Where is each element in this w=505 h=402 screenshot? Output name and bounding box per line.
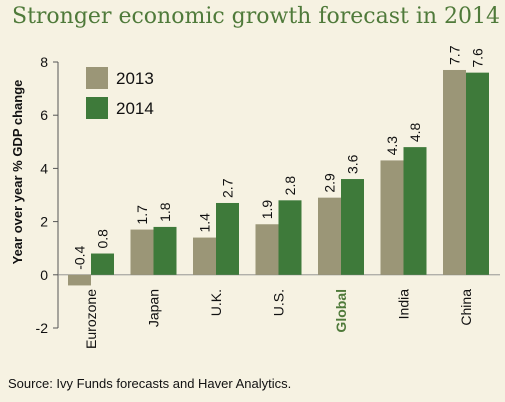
- legend-label-2013: 2013: [116, 69, 154, 88]
- legend: 2013 2014: [86, 67, 154, 119]
- data-label: 2.7: [220, 178, 236, 198]
- y-tick-label: -2: [36, 320, 49, 336]
- y-tick-label: 4: [40, 160, 48, 176]
- y-axis: -2 0 2 4 6 8: [36, 54, 500, 336]
- data-label: 4.3: [384, 136, 400, 156]
- bar-2013: [255, 224, 279, 275]
- bar-2014: [216, 202, 239, 275]
- data-label: 1.7: [134, 205, 150, 225]
- category-label: China: [458, 289, 474, 326]
- category-label: India: [396, 289, 412, 320]
- data-label: 4.8: [407, 122, 423, 142]
- category-label: Japan: [146, 289, 162, 327]
- bar-2014: [403, 147, 427, 275]
- y-tick-label: 2: [40, 214, 48, 230]
- bar-2013: [193, 237, 216, 275]
- data-label: 1.8: [157, 202, 173, 222]
- y-tick-label: 6: [40, 107, 48, 123]
- category-label: U.S.: [271, 289, 287, 316]
- legend-label-2014: 2014: [116, 99, 154, 118]
- bar-2013: [380, 160, 404, 275]
- bar-2013: [68, 274, 91, 286]
- source-note: Source: Ivy Funds forecasts and Haver An…: [8, 376, 292, 391]
- data-label: 3.6: [345, 154, 361, 174]
- bar-2013: [318, 197, 341, 275]
- bar-2014: [341, 179, 364, 275]
- category-label: Global: [333, 289, 349, 333]
- bar-2014: [91, 253, 114, 275]
- data-labels: -0.4 0.8 1.7 1.8 1.4 2.7 1.9 2.8 2.9 3.6 4.3 4.8 7.7…: [72, 45, 486, 269]
- data-label: 1.9: [259, 200, 275, 220]
- data-label: -0.4: [72, 245, 88, 269]
- y-axis-label: Year over year % GDP change: [10, 80, 25, 265]
- bar-2013: [443, 69, 466, 275]
- data-label: 1.4: [197, 213, 213, 233]
- data-label: 2.8: [282, 176, 298, 196]
- category-label: U.K.: [208, 289, 224, 316]
- legend-swatch-2013: [86, 67, 108, 89]
- bar-2014: [466, 72, 489, 275]
- y-tick-label: 8: [40, 54, 48, 70]
- chart-title: Stronger economic growth forecast in 201…: [12, 4, 501, 29]
- bar-2014: [153, 226, 177, 275]
- data-label: 0.8: [95, 229, 111, 249]
- x-axis-labels: Eurozone Japan U.K. U.S. Global India China: [83, 289, 474, 349]
- data-label: 7.7: [447, 45, 463, 65]
- bars: [68, 69, 489, 286]
- y-tick-label: 0: [40, 267, 48, 283]
- data-label: 2.9: [322, 173, 338, 193]
- category-label: Eurozone: [83, 289, 99, 349]
- bar-2013: [130, 229, 154, 275]
- data-label: 7.6: [470, 48, 486, 68]
- legend-swatch-2014: [86, 97, 108, 119]
- bar-2014: [278, 200, 302, 275]
